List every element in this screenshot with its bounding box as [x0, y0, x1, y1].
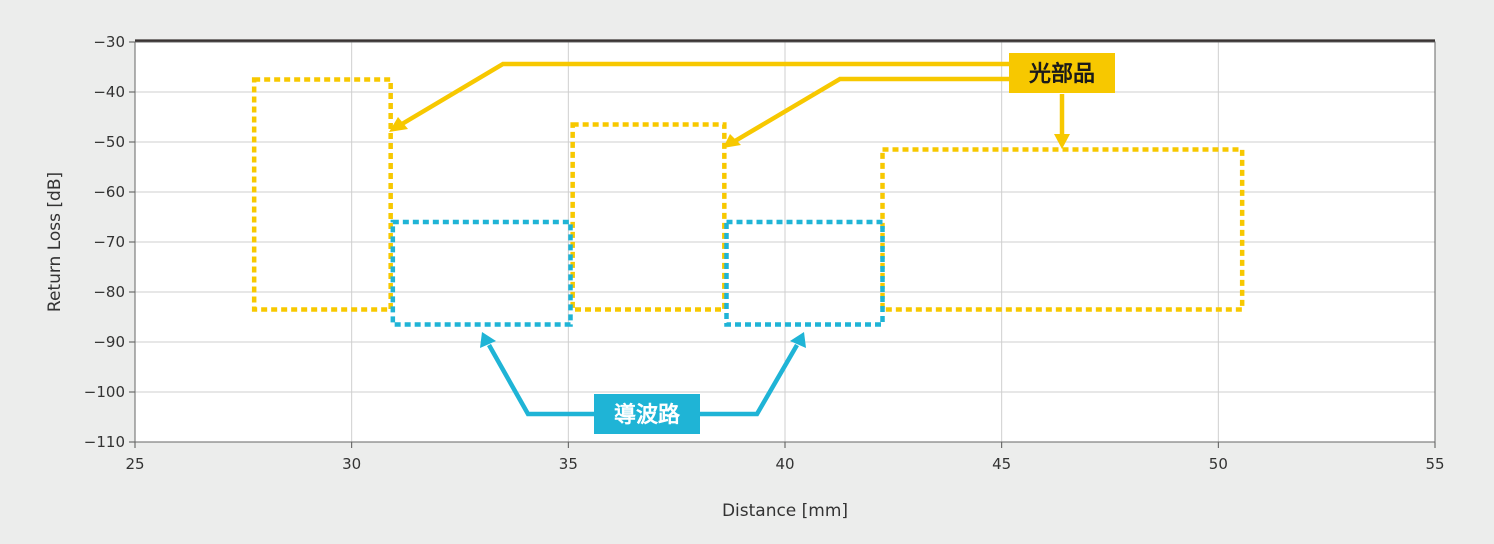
- optical-component-label-bg: [1009, 53, 1115, 93]
- axes: [129, 41, 1436, 448]
- x-tick-label: 25: [125, 455, 144, 473]
- optical-arrow-middle: [733, 76, 1010, 143]
- y-tick-label: −90: [93, 333, 125, 351]
- waveguide-arrow-left-head: [480, 332, 496, 348]
- x-tick-label: 35: [559, 455, 578, 473]
- x-tick-label: 45: [992, 455, 1011, 473]
- x-tick-label: 55: [1425, 455, 1444, 473]
- y-tick-label: −110: [84, 433, 125, 451]
- optical-arrow-left: [400, 61, 1010, 126]
- waveguide-box: [724, 219, 885, 327]
- waveguide-arrow-right: [695, 343, 799, 417]
- y-tick-label: −40: [93, 83, 125, 101]
- optical-component-label: 光部品: [1028, 61, 1095, 87]
- x-tick-label: 30: [342, 455, 361, 473]
- y-tick-label: −100: [84, 383, 125, 401]
- waveguide-arrow-right-head: [790, 332, 806, 348]
- tick-labels: 25 30 35 40 45 50 55 −30 −40 −50 −60 −70 −80 −90 −100 −…: [84, 33, 1445, 473]
- y-tick-label: −70: [93, 233, 125, 251]
- y-tick-label: −30: [93, 33, 125, 51]
- optical-arrow-right-head: [1054, 134, 1070, 149]
- waveguide-label: 導波路: [614, 402, 681, 428]
- x-axis-label: Distance [mm]: [722, 501, 848, 521]
- y-tick-label: −60: [93, 183, 125, 201]
- optical-component-box: [570, 122, 727, 312]
- plot-frame: [134, 41, 1436, 443]
- y-tick-label: −80: [93, 283, 125, 301]
- x-tick-label: 40: [775, 455, 794, 473]
- x-tick-label: 50: [1209, 455, 1228, 473]
- waveguide-label-bg: [594, 394, 700, 434]
- optical-component-box: [251, 77, 393, 312]
- optical-arrow-left-head: [389, 117, 408, 132]
- y-tick-label: −50: [93, 133, 125, 151]
- waveguide-arrow-left: [487, 343, 598, 417]
- y-axis-label: Return Loss [dB]: [45, 172, 65, 312]
- optical-arrow-middle-head: [723, 134, 741, 148]
